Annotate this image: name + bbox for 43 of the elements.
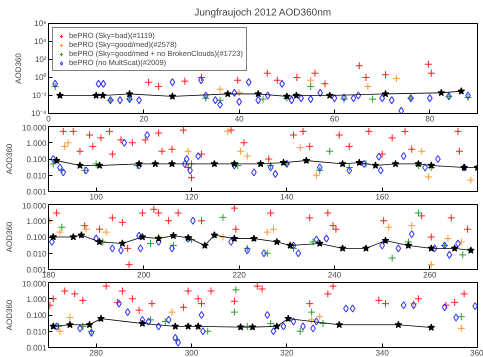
x-tick-label: 300 (184, 348, 199, 357)
y-tick-label: 10.000 (22, 202, 48, 210)
x-tick-label: 140 (280, 192, 294, 202)
x-tick-label: 280 (89, 348, 104, 357)
x-tick-label: 200 (137, 270, 152, 280)
x-tick-label: 80 (425, 114, 435, 124)
y-axis-title: AOD360 (5, 299, 14, 330)
x-tick-label: 220 (232, 270, 246, 280)
y-tick-label: 0.010 (26, 171, 48, 180)
y-tick-label: 10⁶ (34, 19, 47, 28)
x-tick-label: 20 (139, 114, 149, 124)
x-tick-label: 160 (375, 192, 390, 202)
y-tick-label: 0.010 (26, 327, 48, 336)
y-tick-label: 10⁻² (32, 91, 47, 100)
x-tick-label: 340 (375, 348, 390, 357)
y-tick-label: 10⁰ (34, 73, 47, 82)
y-tick-label: 10.000 (22, 280, 48, 288)
x-tick-label: 100 (89, 192, 104, 202)
y-tick-label: 1.000 (26, 216, 48, 226)
y-axis-title: AOD360 (5, 221, 14, 252)
y-tick-label: 10⁴ (34, 37, 48, 46)
x-tick-label: 360 (470, 348, 483, 357)
y-tick-label: 10² (34, 55, 47, 64)
x-tick-label: 60 (330, 114, 340, 124)
y-tick-label: 0.001 (26, 344, 48, 352)
x-tick-label: 40 (234, 114, 244, 124)
chart-title: Jungfraujoch 2012 AOD360nm (194, 8, 332, 18)
y-tick-label: 0.001 (26, 188, 48, 196)
y-tick-label: 0.010 (26, 249, 48, 258)
y-tick-label: 10⁻⁴ (31, 109, 48, 118)
y-tick-label: 10.000 (22, 124, 48, 132)
x-tick-label: 320 (280, 348, 294, 357)
x-tick-label: 120 (184, 192, 199, 202)
y-tick-label: 0.100 (26, 311, 48, 320)
y-tick-label: 0.100 (26, 155, 48, 164)
y-tick-label: 0.100 (26, 233, 48, 242)
x-tick-label: 0 (46, 114, 52, 124)
x-tick-label: 260 (423, 270, 438, 280)
y-tick-label: 1.000 (26, 294, 48, 304)
y-axis-title: AOD360 (5, 143, 14, 174)
x-tick-label: 240 (328, 270, 342, 280)
y-tick-label: 1.000 (26, 138, 48, 148)
y-axis-title: AOD360 (14, 52, 24, 84)
